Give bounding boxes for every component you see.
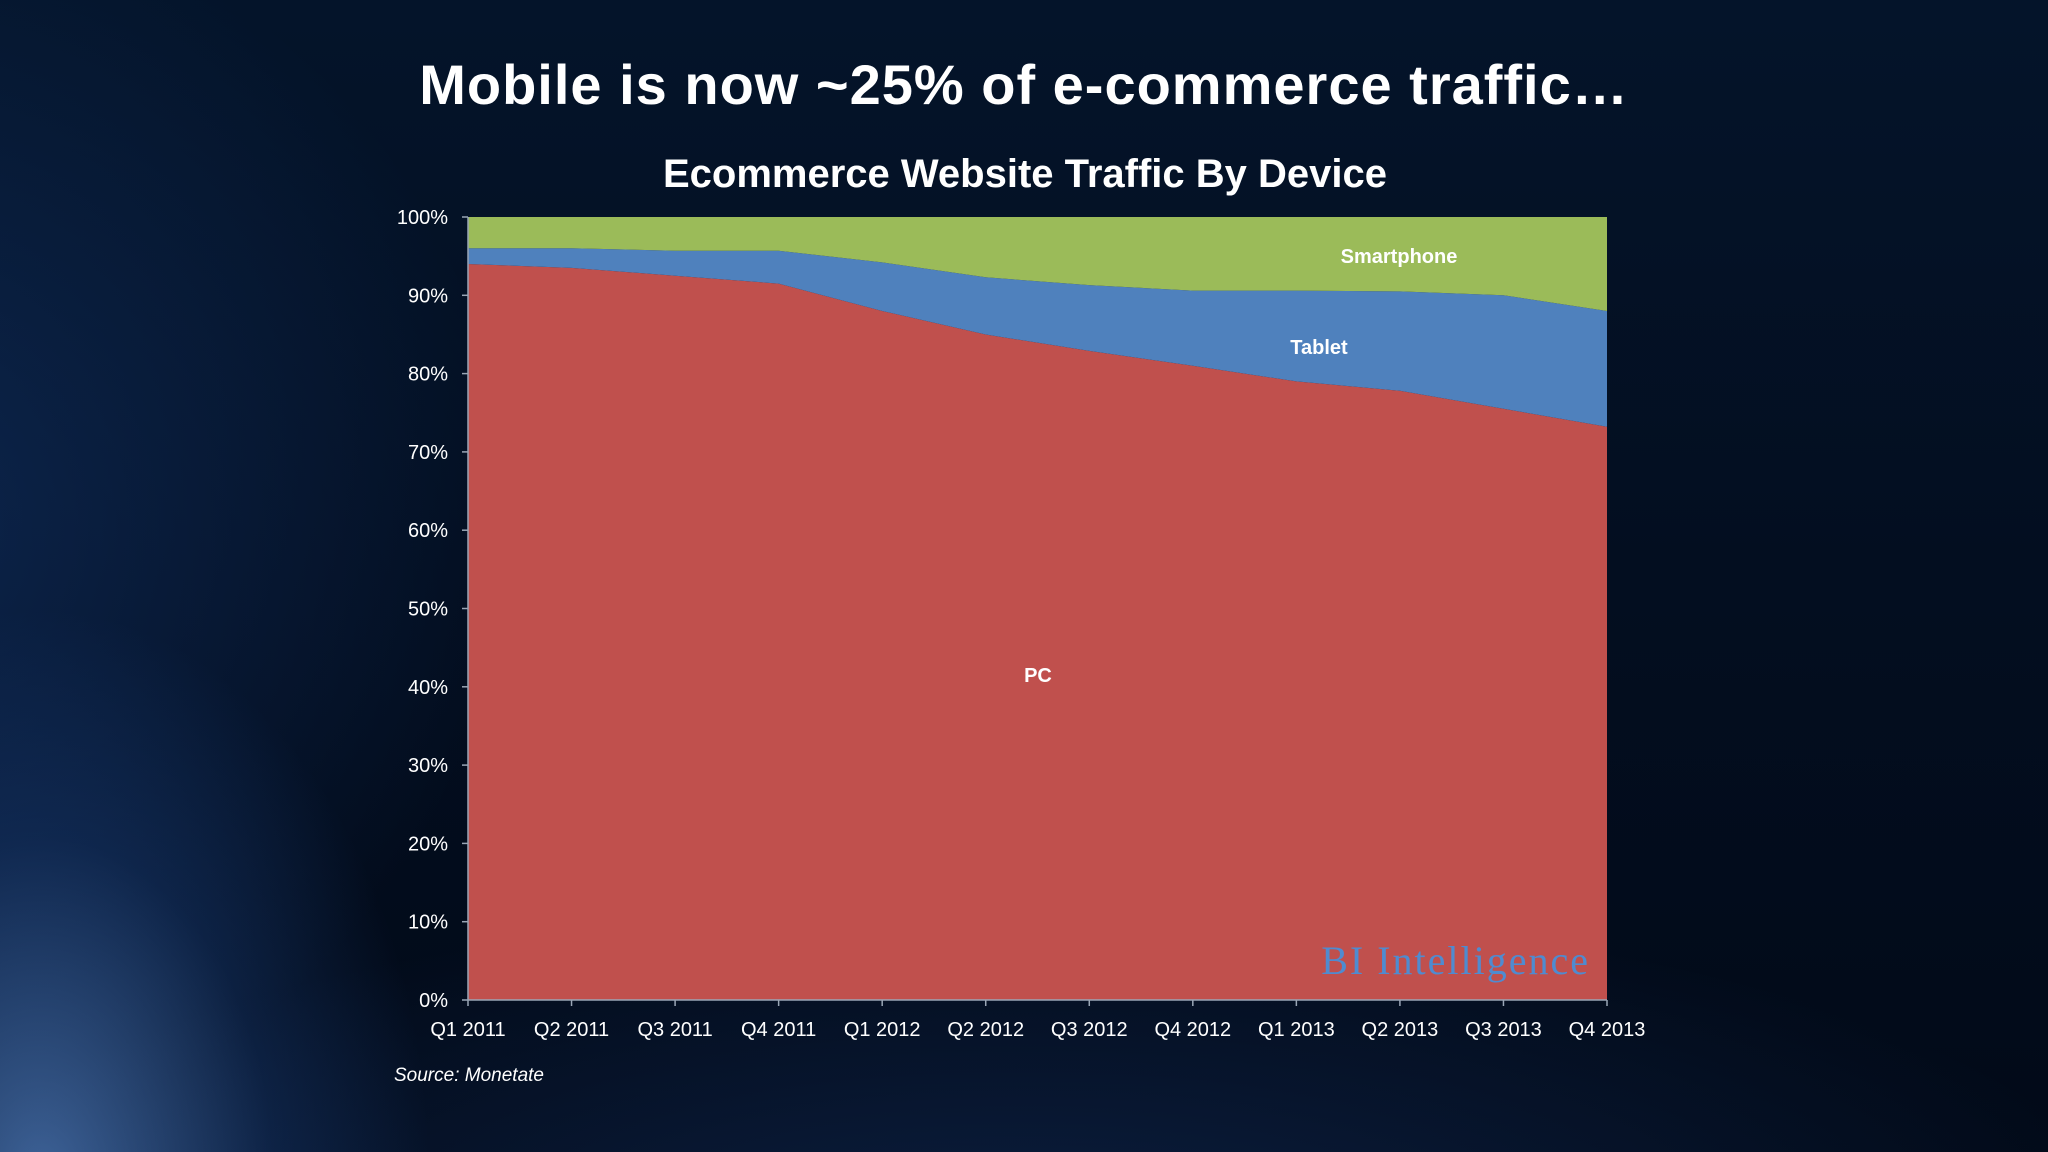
y-tick-label: 30%: [408, 755, 448, 777]
x-tick-label: Q4 2012: [1154, 1019, 1231, 1041]
x-tick-label: Q2 2012: [947, 1019, 1024, 1041]
series-label-pc: PC: [1024, 665, 1052, 687]
chart-title: Ecommerce Website Traffic By Device: [663, 152, 1387, 196]
x-tick-label: Q4 2011: [741, 1019, 816, 1041]
y-tick-label: 0%: [419, 990, 448, 1012]
x-tick-label: Q3 2012: [1051, 1019, 1128, 1041]
plot-area: PC Tablet Smartphone: [468, 217, 1607, 1000]
y-tick-label: 90%: [408, 285, 448, 307]
y-tick-label: 100%: [397, 207, 448, 229]
series-label-smartphone: Smartphone: [1341, 246, 1458, 268]
x-tick-label: Q3 2011: [637, 1019, 712, 1041]
watermark-logo: BI Intelligence: [1321, 938, 1590, 983]
x-tick-label: Q1 2012: [844, 1019, 921, 1041]
x-tick-label: Q1 2011: [430, 1019, 505, 1041]
source-note: Source: Monetate: [394, 1065, 544, 1086]
x-tick-label: Q4 2013: [1569, 1019, 1646, 1041]
y-tick-label: 20%: [408, 833, 448, 855]
y-tick-label: 50%: [408, 599, 448, 621]
y-tick-label: 40%: [408, 677, 448, 699]
x-tick-label: Q2 2013: [1362, 1019, 1439, 1041]
y-tick-label: 60%: [408, 520, 448, 542]
y-tick-label: 10%: [408, 912, 448, 934]
series-area-tablet: [468, 248, 1607, 427]
series-area-pc: [468, 264, 1607, 1000]
y-tick-label: 80%: [408, 364, 448, 386]
x-tick-label: Q1 2013: [1258, 1019, 1335, 1041]
series-area-smartphone: [468, 217, 1607, 311]
x-tick-label: Q3 2013: [1465, 1019, 1542, 1041]
y-axis: 0% 10% 20% 30% 40% 50% 60% 70% 80% 90% 100%: [397, 207, 469, 1012]
y-tick-label: 70%: [408, 442, 448, 464]
series-label-tablet: Tablet: [1290, 337, 1348, 359]
slide-title: Mobile is now ~25% of e-commerce traffic…: [419, 53, 1629, 116]
x-tick-label: Q2 2011: [534, 1019, 609, 1041]
x-axis: Q1 2011 Q2 2011 Q3 2011 Q4 2011 Q1 2012 Q2 20…: [430, 999, 1646, 1041]
